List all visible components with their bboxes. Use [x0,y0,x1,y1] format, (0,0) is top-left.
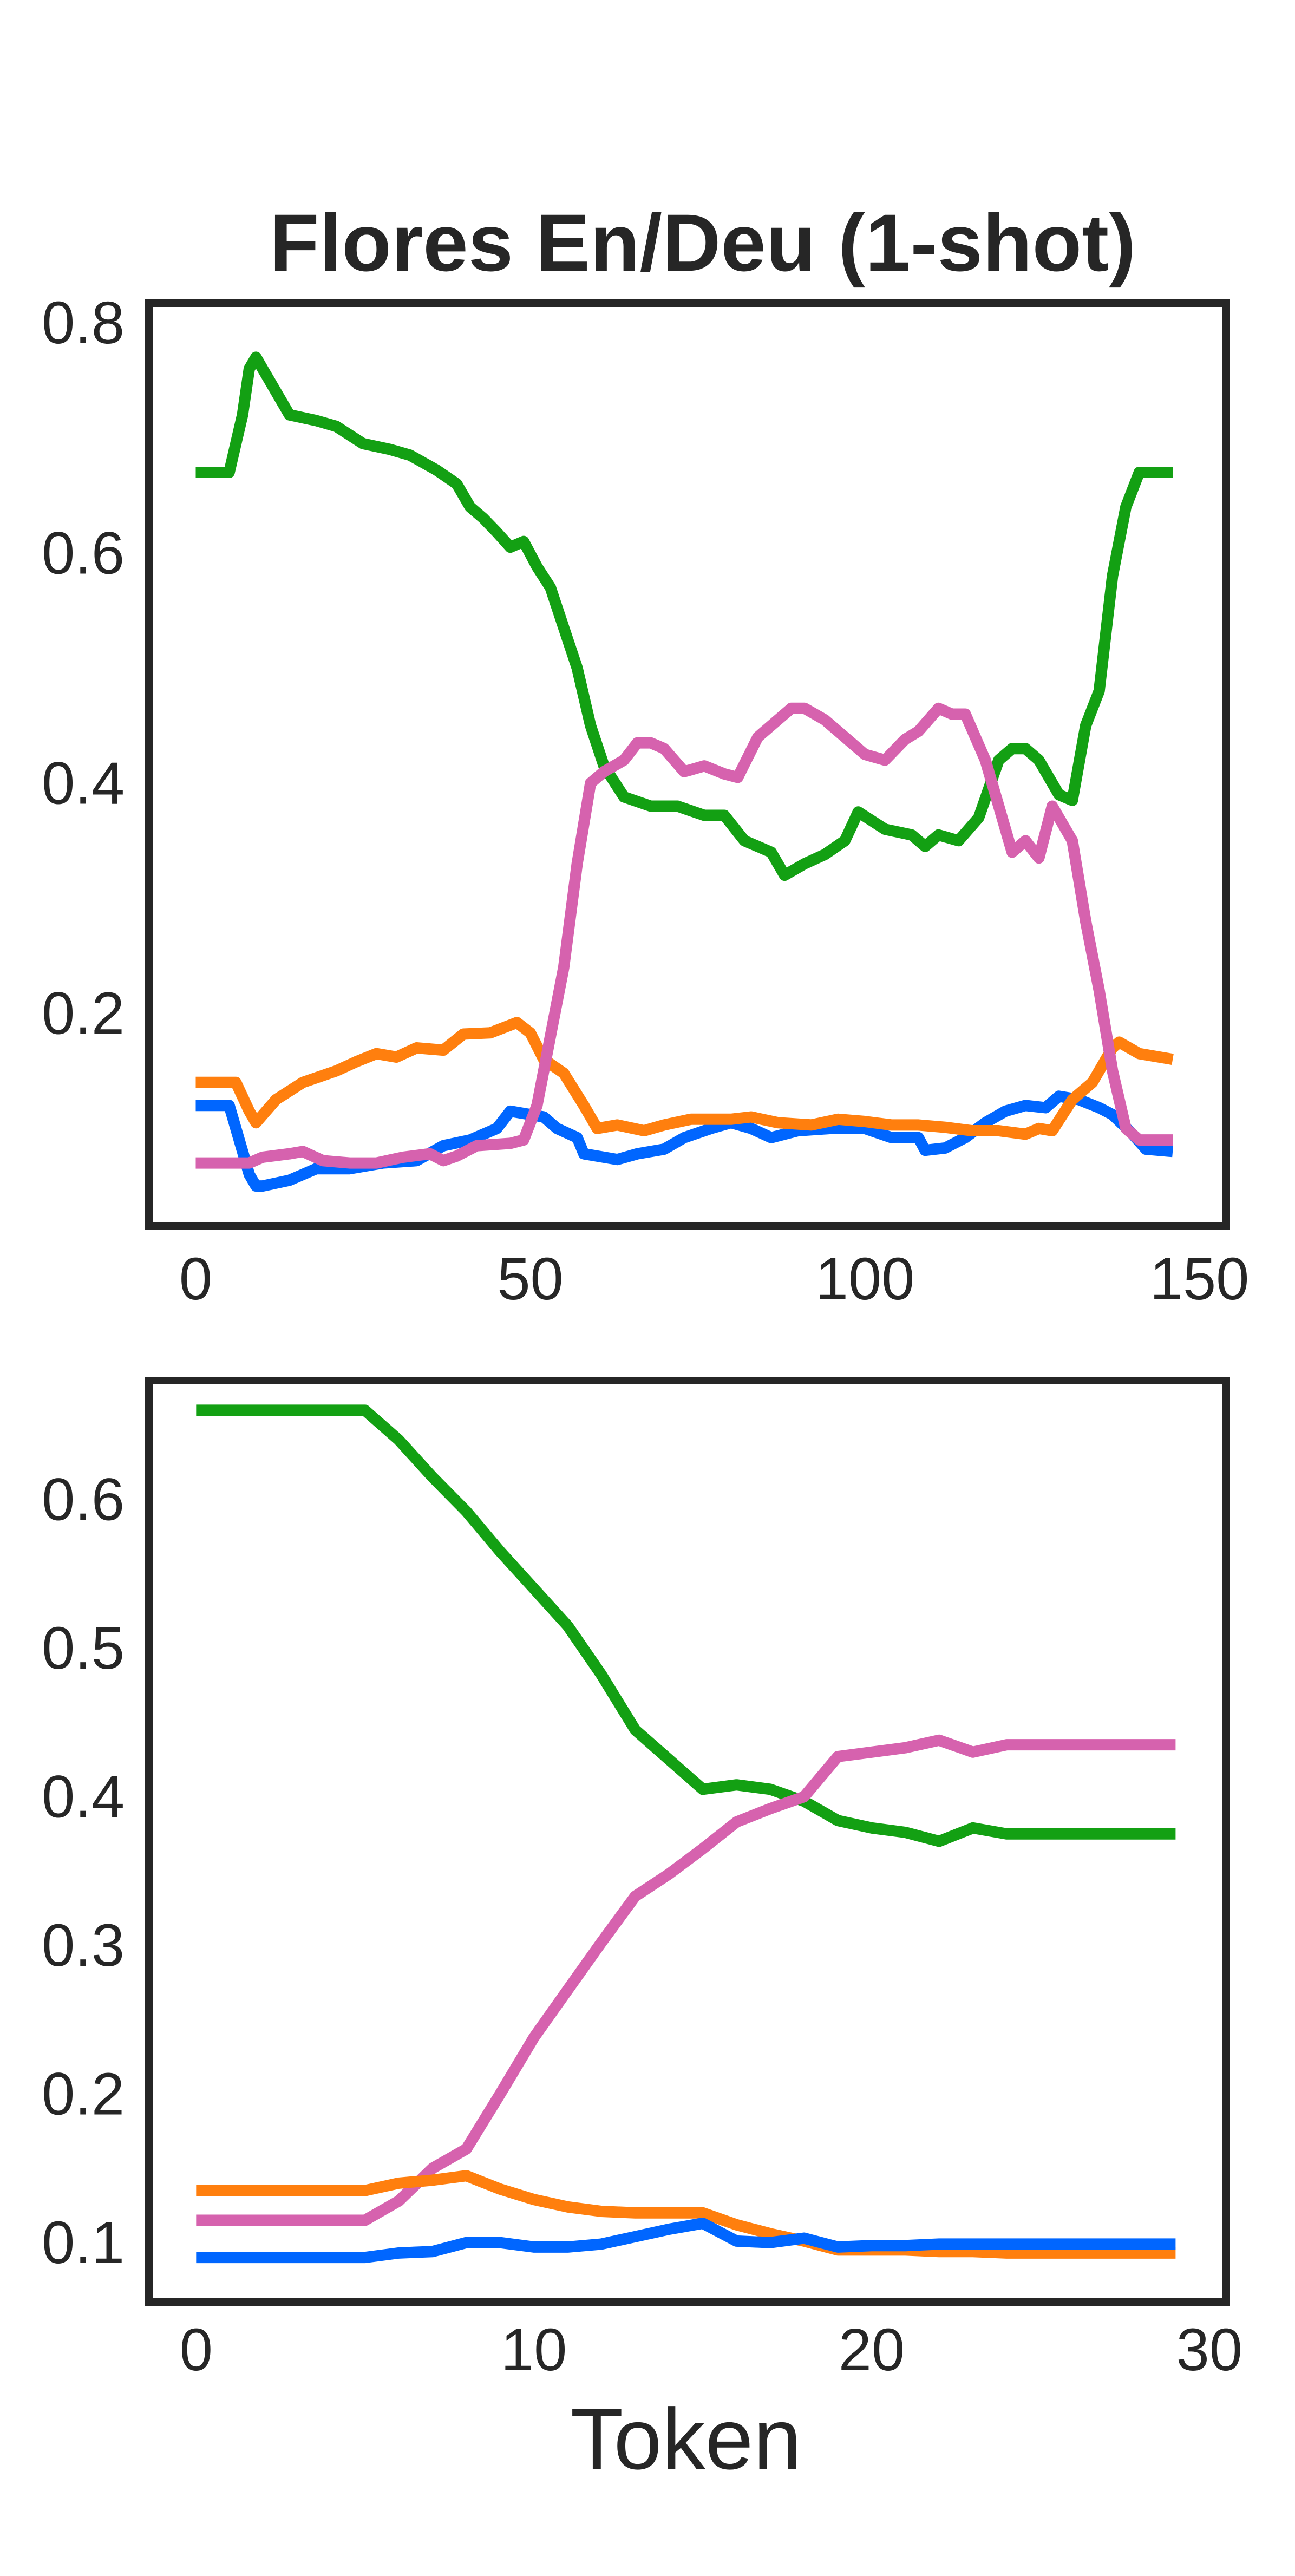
x-axis-label: Token [571,2390,802,2487]
x-tick-label: 30 [1176,2317,1242,2383]
chart-panel-2: 0 10 20 30 0.1 0.2 0.3 0.4 0.5 0.6 [42,1377,1242,2383]
y-tick-label: 0.6 [42,1467,125,1533]
series-line-1 [196,1404,1176,1847]
y-tick-label: 0.2 [42,980,125,1047]
plot-frame [145,299,1230,1230]
plot-frame [145,1377,1230,2306]
y-tick-label: 0.8 [42,290,125,356]
y-tick-label: 0.4 [42,750,125,817]
series-line-3 [196,2170,1176,2259]
series-line-2 [196,1734,1176,2226]
y-tick-label: 0.3 [42,1912,125,1979]
series-line-2 [195,1017,1174,1140]
series-line-1 [195,1090,1173,1192]
y-tick-label: 0.6 [42,520,125,586]
x-tick-label: 150 [1150,1246,1250,1312]
x-tick-label: 0 [179,1246,212,1312]
y-tick-label: 0.5 [42,1615,125,1682]
series-line-4 [195,702,1173,1169]
y-tick-label: 0.2 [42,2061,125,2128]
y-tick-label: 0.1 [42,2209,125,2276]
series-line-3 [195,351,1173,881]
x-tick-label: 0 [180,2317,213,2383]
chart-title: Flores En/Deu (1-shot) [270,197,1136,288]
y-tick-label: 0.4 [42,1764,125,1830]
x-tick-label: 50 [497,1246,563,1312]
series-line-4 [196,2218,1176,2264]
chart-panel-1: 0 50 100 150 0.2 0.4 0.6 0.8 [42,290,1249,1312]
x-tick-label: 100 [815,1246,915,1312]
x-tick-label: 20 [839,2317,905,2383]
x-tick-label: 10 [501,2317,567,2383]
